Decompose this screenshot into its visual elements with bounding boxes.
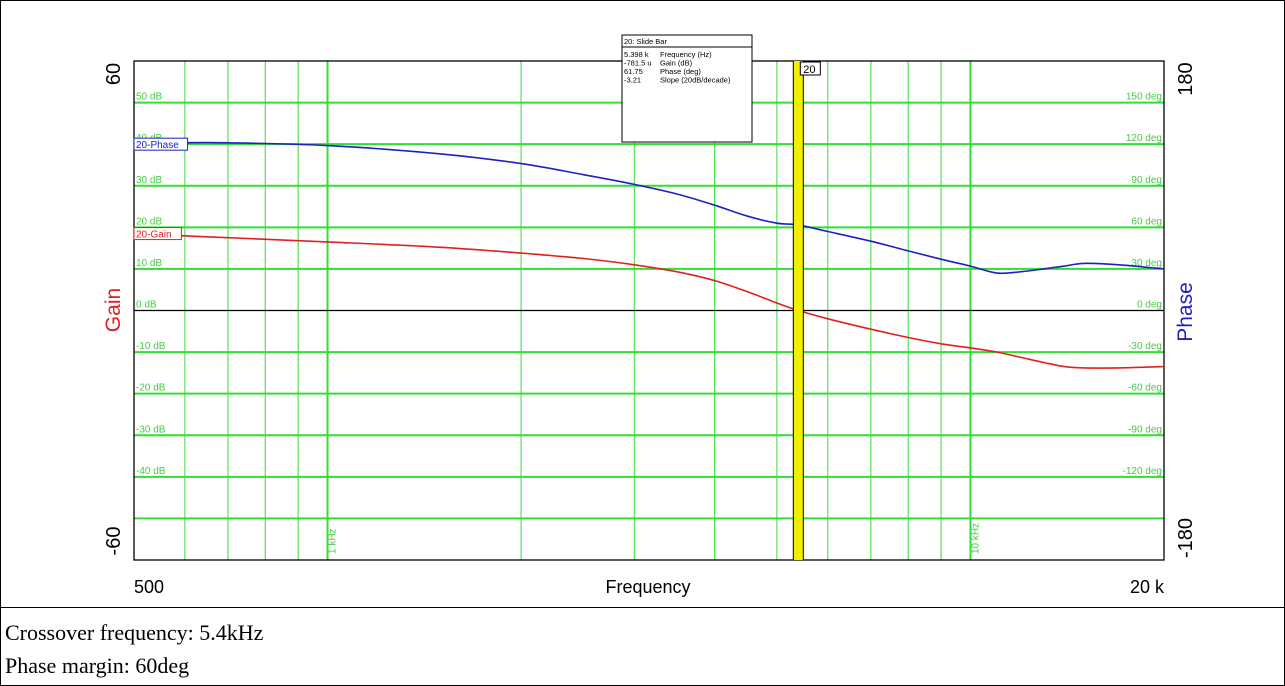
series-tag-box: [133, 137, 189, 151]
phase-margin-caption: Phase margin: 60deg: [5, 653, 190, 678]
slide-bar-name: Phase (deg): [660, 67, 701, 76]
phase-grid-label: 150 deg: [1126, 92, 1162, 103]
cursor-tag-box: [799, 61, 821, 76]
gain-axis-title: Gain: [102, 288, 125, 332]
phase-grid-label: 60 deg: [1131, 216, 1162, 227]
phase-grid-label: 0 deg: [1137, 300, 1162, 311]
slide-bar-box: [621, 34, 753, 143]
decade-label: 1 kHz: [328, 528, 339, 554]
x-axis-max-label: 20 k: [1130, 577, 1165, 597]
phase-grid-label: 120 deg: [1126, 133, 1162, 144]
gain-grid-label: 0 dB: [136, 300, 157, 311]
phase-grid-label: 90 deg: [1131, 175, 1162, 186]
gain-grid-label: -20 dB: [136, 383, 166, 394]
gain-grid-label: 20 dB: [136, 216, 162, 227]
cursor-tag-label: 20: [803, 64, 815, 76]
series-tag-label: 20-Phase: [136, 140, 179, 151]
slide-bar-value: -3.21: [624, 76, 641, 85]
series-tag-label: 20-Gain: [136, 230, 172, 241]
phase-axis-max-label: 180: [1175, 62, 1197, 95]
gain-grid-label: 10 dB: [136, 258, 162, 269]
gain-axis-min-label: -60: [103, 527, 125, 556]
slide-bar-title: 20: Slide Bar: [624, 37, 667, 46]
phase-grid-label: -30 deg: [1128, 341, 1162, 352]
cursor-bar: [793, 61, 804, 560]
gain-grid-label: -40 dB: [136, 466, 166, 477]
slide-bar-value: 61.75: [624, 67, 643, 76]
phase-grid-label: -120 deg: [1123, 466, 1162, 477]
crossover-caption: Crossover frequency: 5.4kHz: [5, 620, 264, 645]
gain-grid-label: 50 dB: [136, 92, 162, 103]
gain-grid-label: -30 dB: [136, 424, 166, 435]
phase-grid-label: 30 deg: [1131, 258, 1162, 269]
slide-bar-value: -781.5 u: [624, 59, 652, 68]
slide-bar-name: Gain (dB): [660, 59, 693, 68]
phase-axis-title: Phase: [1174, 282, 1197, 342]
phase-series-line: [133, 141, 1165, 275]
phase-grid-label: -60 deg: [1128, 383, 1162, 394]
slide-bar-value: 5.398 k: [624, 50, 649, 59]
slide-bar-name: Frequency (Hz): [660, 50, 712, 59]
x-axis-min-label: 500: [134, 577, 164, 597]
gain-axis-max-label: 60: [103, 63, 125, 85]
decade-label: 10 kHz: [970, 523, 981, 554]
slide-bar-name: Slope (20dB/decade): [660, 76, 731, 85]
series-tag-box: [133, 227, 182, 241]
phase-grid-label: -90 deg: [1128, 424, 1162, 435]
x-axis-title: Frequency: [605, 577, 690, 597]
phase-axis-min-label: -180: [1175, 518, 1197, 558]
gain-grid-label: 30 dB: [136, 175, 162, 186]
gain-grid-label: -10 dB: [136, 341, 166, 352]
